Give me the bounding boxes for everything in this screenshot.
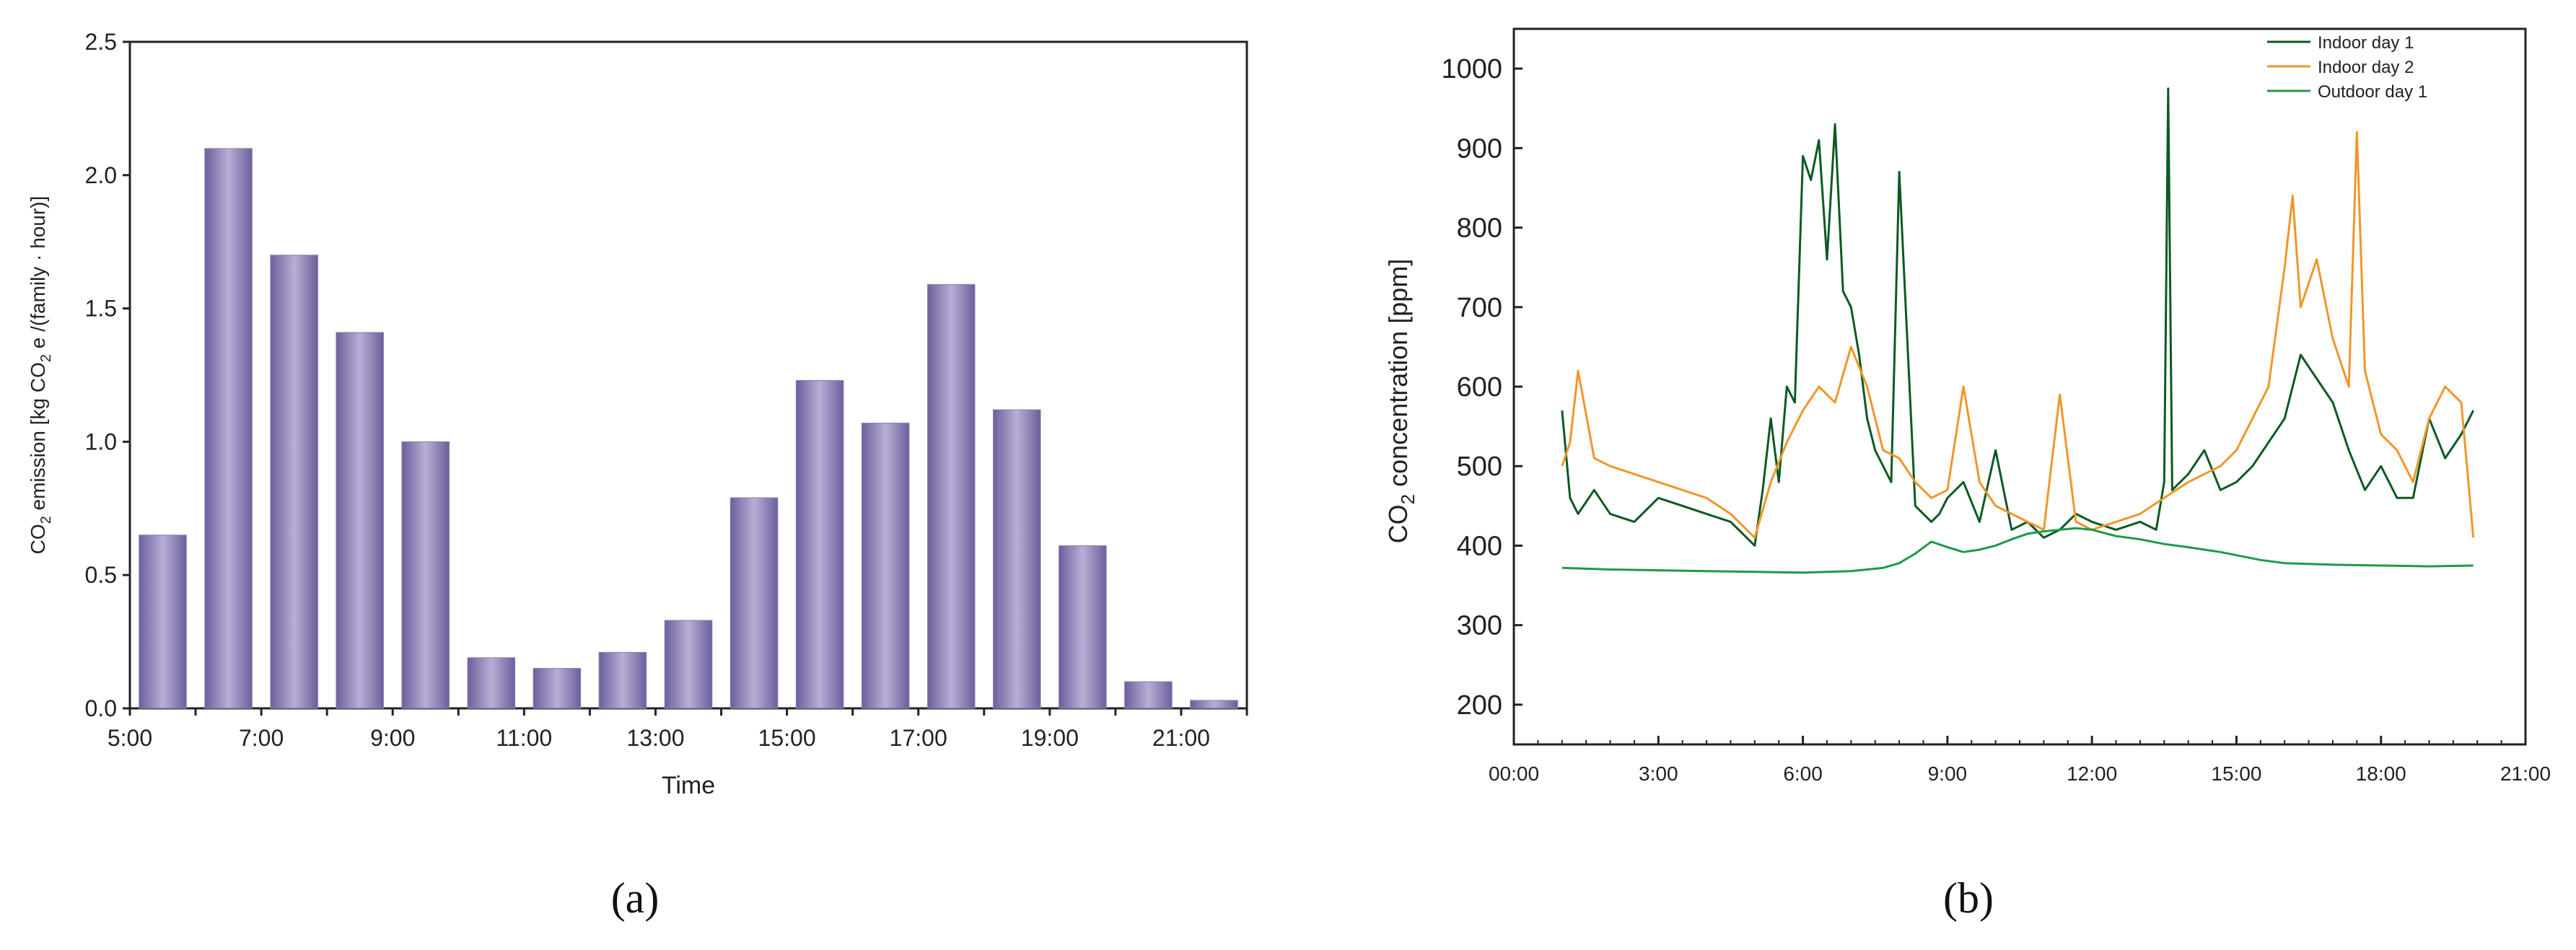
y-tick-label: 400 — [1457, 531, 1502, 561]
y-axis-label-part: CO — [27, 524, 49, 554]
y-tick-label: 1.5 — [85, 296, 117, 322]
x-tick-label: 12:00 — [2067, 762, 2117, 785]
y-axis-label-part: emission [kg CO — [27, 362, 49, 516]
bar-series — [139, 148, 1238, 709]
y-tick-label: 2.5 — [85, 29, 117, 55]
y-tick-label: 600 — [1457, 372, 1502, 403]
legend-label: Indoor day 2 — [2318, 58, 2414, 77]
x-tick-label: 13:00 — [626, 725, 684, 751]
line-chart-plot-frame — [1512, 27, 2527, 746]
bar-11:00 — [533, 668, 582, 709]
y-axis-label-part: CO — [1383, 504, 1413, 543]
bar-8:00 — [336, 332, 384, 709]
x-axis-label: Time — [662, 772, 715, 799]
x-tick-label: 5:00 — [108, 725, 152, 751]
bar-17:00 — [926, 283, 976, 709]
y-tick-label: 700 — [1457, 293, 1502, 323]
x-tick-label: 11:00 — [496, 725, 553, 751]
y-tick-label: 300 — [1457, 611, 1502, 641]
y-axis-label-part: e /(family · hour)] — [27, 196, 49, 354]
bar-12:00 — [598, 651, 647, 709]
panel-label-b: (b) — [1943, 874, 1994, 922]
line-indoor-day-1 — [1561, 87, 2475, 547]
x-tick-label: 17:00 — [890, 725, 947, 751]
panel-label-a: (a) — [611, 874, 660, 922]
bar-14:00 — [730, 497, 779, 709]
x-tick-label: 6:00 — [1783, 762, 1823, 785]
x-tick-label: 19:00 — [1021, 725, 1079, 751]
bar-7:00 — [270, 255, 318, 709]
y-axis-label: CO2 emission [kg CO2 e /(family · hour)] — [27, 196, 54, 555]
x-tick-label: 21:00 — [1152, 725, 1210, 751]
bar-chart-emissions: 0.0 0.5 1.0 1.5 2.0 2.5 5:00 7:00 9:00 11:00 13:0… — [27, 29, 1248, 922]
bar-5:00 — [139, 535, 187, 709]
y-tick-label: 800 — [1457, 214, 1502, 244]
x-tick-label: 9:00 — [370, 725, 415, 751]
y-axis-label-subscript: 2 — [1397, 494, 1419, 504]
bar-13:00 — [664, 620, 713, 709]
y-axis-ticks: 200 300 400 500 600 700 800 900 1000 — [1441, 54, 1523, 721]
line-series — [1561, 87, 2475, 574]
legend: Indoor day 1 Indoor day 2 Outdoor day 1 — [2267, 33, 2427, 102]
y-tick-label: 900 — [1457, 133, 1502, 164]
x-tick-label: 15:00 — [2211, 762, 2261, 785]
x-tick-label: 21:00 — [2500, 762, 2551, 785]
bar-19:00 — [1059, 545, 1107, 709]
bar-18:00 — [993, 409, 1041, 709]
x-axis-ticks: 5:00 7:00 9:00 11:00 13:00 15:00 17:00 19:00 21:… — [108, 708, 1248, 751]
bar-6:00 — [204, 148, 253, 709]
y-tick-label: 0.0 — [85, 695, 117, 721]
y-axis-label-subscript: 2 — [38, 516, 54, 524]
x-tick-label: 00:00 — [1489, 762, 1539, 785]
y-tick-label: 1000 — [1441, 54, 1502, 84]
bar-9:00 — [401, 441, 450, 709]
x-tick-label: 9:00 — [1928, 762, 1968, 785]
x-tick-label: 15:00 — [758, 725, 816, 751]
line-outdoor-day-1 — [1561, 527, 2474, 574]
bar-21:00 — [1190, 700, 1238, 709]
bar-20:00 — [1124, 681, 1173, 709]
y-axis-ticks: 0.0 0.5 1.0 1.5 2.0 2.5 — [85, 29, 130, 721]
bar-10:00 — [467, 657, 516, 709]
legend-label: Outdoor day 1 — [2318, 82, 2427, 102]
y-axis-label-part: concentration [ppm] — [1383, 259, 1413, 494]
bar-15:00 — [795, 379, 844, 709]
line-chart-co2-concentration: 200 300 400 500 600 700 800 900 1000 00:00 3:00 6:… — [1383, 27, 2551, 922]
y-axis-label-subscript: 2 — [38, 354, 54, 362]
y-tick-label: 1.0 — [85, 428, 117, 454]
y-tick-label: 2.0 — [85, 162, 117, 188]
line-indoor-day-2 — [1561, 131, 2475, 539]
x-axis-ticks: 00:00 3:00 6:00 9:00 12:00 15:00 18:00 21:00 — [1489, 736, 2551, 785]
x-tick-label: 7:00 — [239, 725, 284, 751]
x-tick-label: 3:00 — [1639, 762, 1678, 785]
x-tick-label: 18:00 — [2356, 762, 2406, 785]
bar-16:00 — [861, 423, 910, 709]
legend-label: Indoor day 1 — [2318, 33, 2414, 53]
y-tick-label: 0.5 — [85, 562, 117, 588]
y-tick-label: 500 — [1457, 452, 1502, 482]
y-tick-label: 200 — [1457, 690, 1502, 721]
y-axis-label: CO2 concentration [ppm] — [1383, 259, 1419, 544]
